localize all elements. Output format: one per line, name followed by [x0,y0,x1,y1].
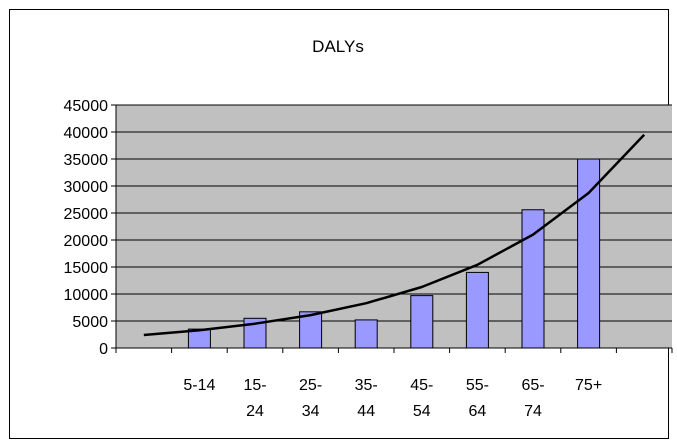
y-tick-label-5: 25000 [64,206,109,223]
bar-5 [465,271,489,349]
x-tick-label-0: 5-14 [183,377,215,394]
y-tick-label-7: 35000 [64,152,109,169]
y-tick-label-4: 20000 [64,233,109,250]
x-tick-label-5: 55-64 [466,377,489,420]
bar-4 [410,295,434,349]
y-tick-label-9: 45000 [64,98,109,115]
trendline [143,133,646,337]
y-tick-label-6: 30000 [64,179,109,196]
y-tick-label-0: 0 [99,341,108,358]
x-tick-label-7: 75+ [575,377,602,394]
x-axis: 5-14 15-24 25-34 35-44 45-54 55-64 65-74 75+ [115,347,673,420]
x-tick-label-6: 65-74 [521,377,544,420]
bar-series [187,158,601,349]
y-tick-label-8: 40000 [64,125,109,142]
y-tick-label-3: 15000 [64,260,109,277]
y-tick-label-2: 10000 [64,287,109,304]
chart-title: DALYs [312,37,364,56]
bar-1 [243,317,267,349]
x-tick-label-2: 25-34 [299,377,322,420]
y-tick-label-1: 5000 [72,314,108,331]
trendline-group [143,133,646,337]
x-tick-label-4: 45-54 [410,377,433,420]
bar-3 [354,319,378,349]
x-tick-label-1: 15-24 [243,377,266,420]
x-tick-label-3: 35-44 [355,377,378,420]
bar-7 [577,158,601,349]
bar-2 [299,311,323,349]
bar-6 [521,209,545,349]
y-axis: 0 5000 10000 15000 20000 25000 30000 35000 40000… [64,98,117,358]
